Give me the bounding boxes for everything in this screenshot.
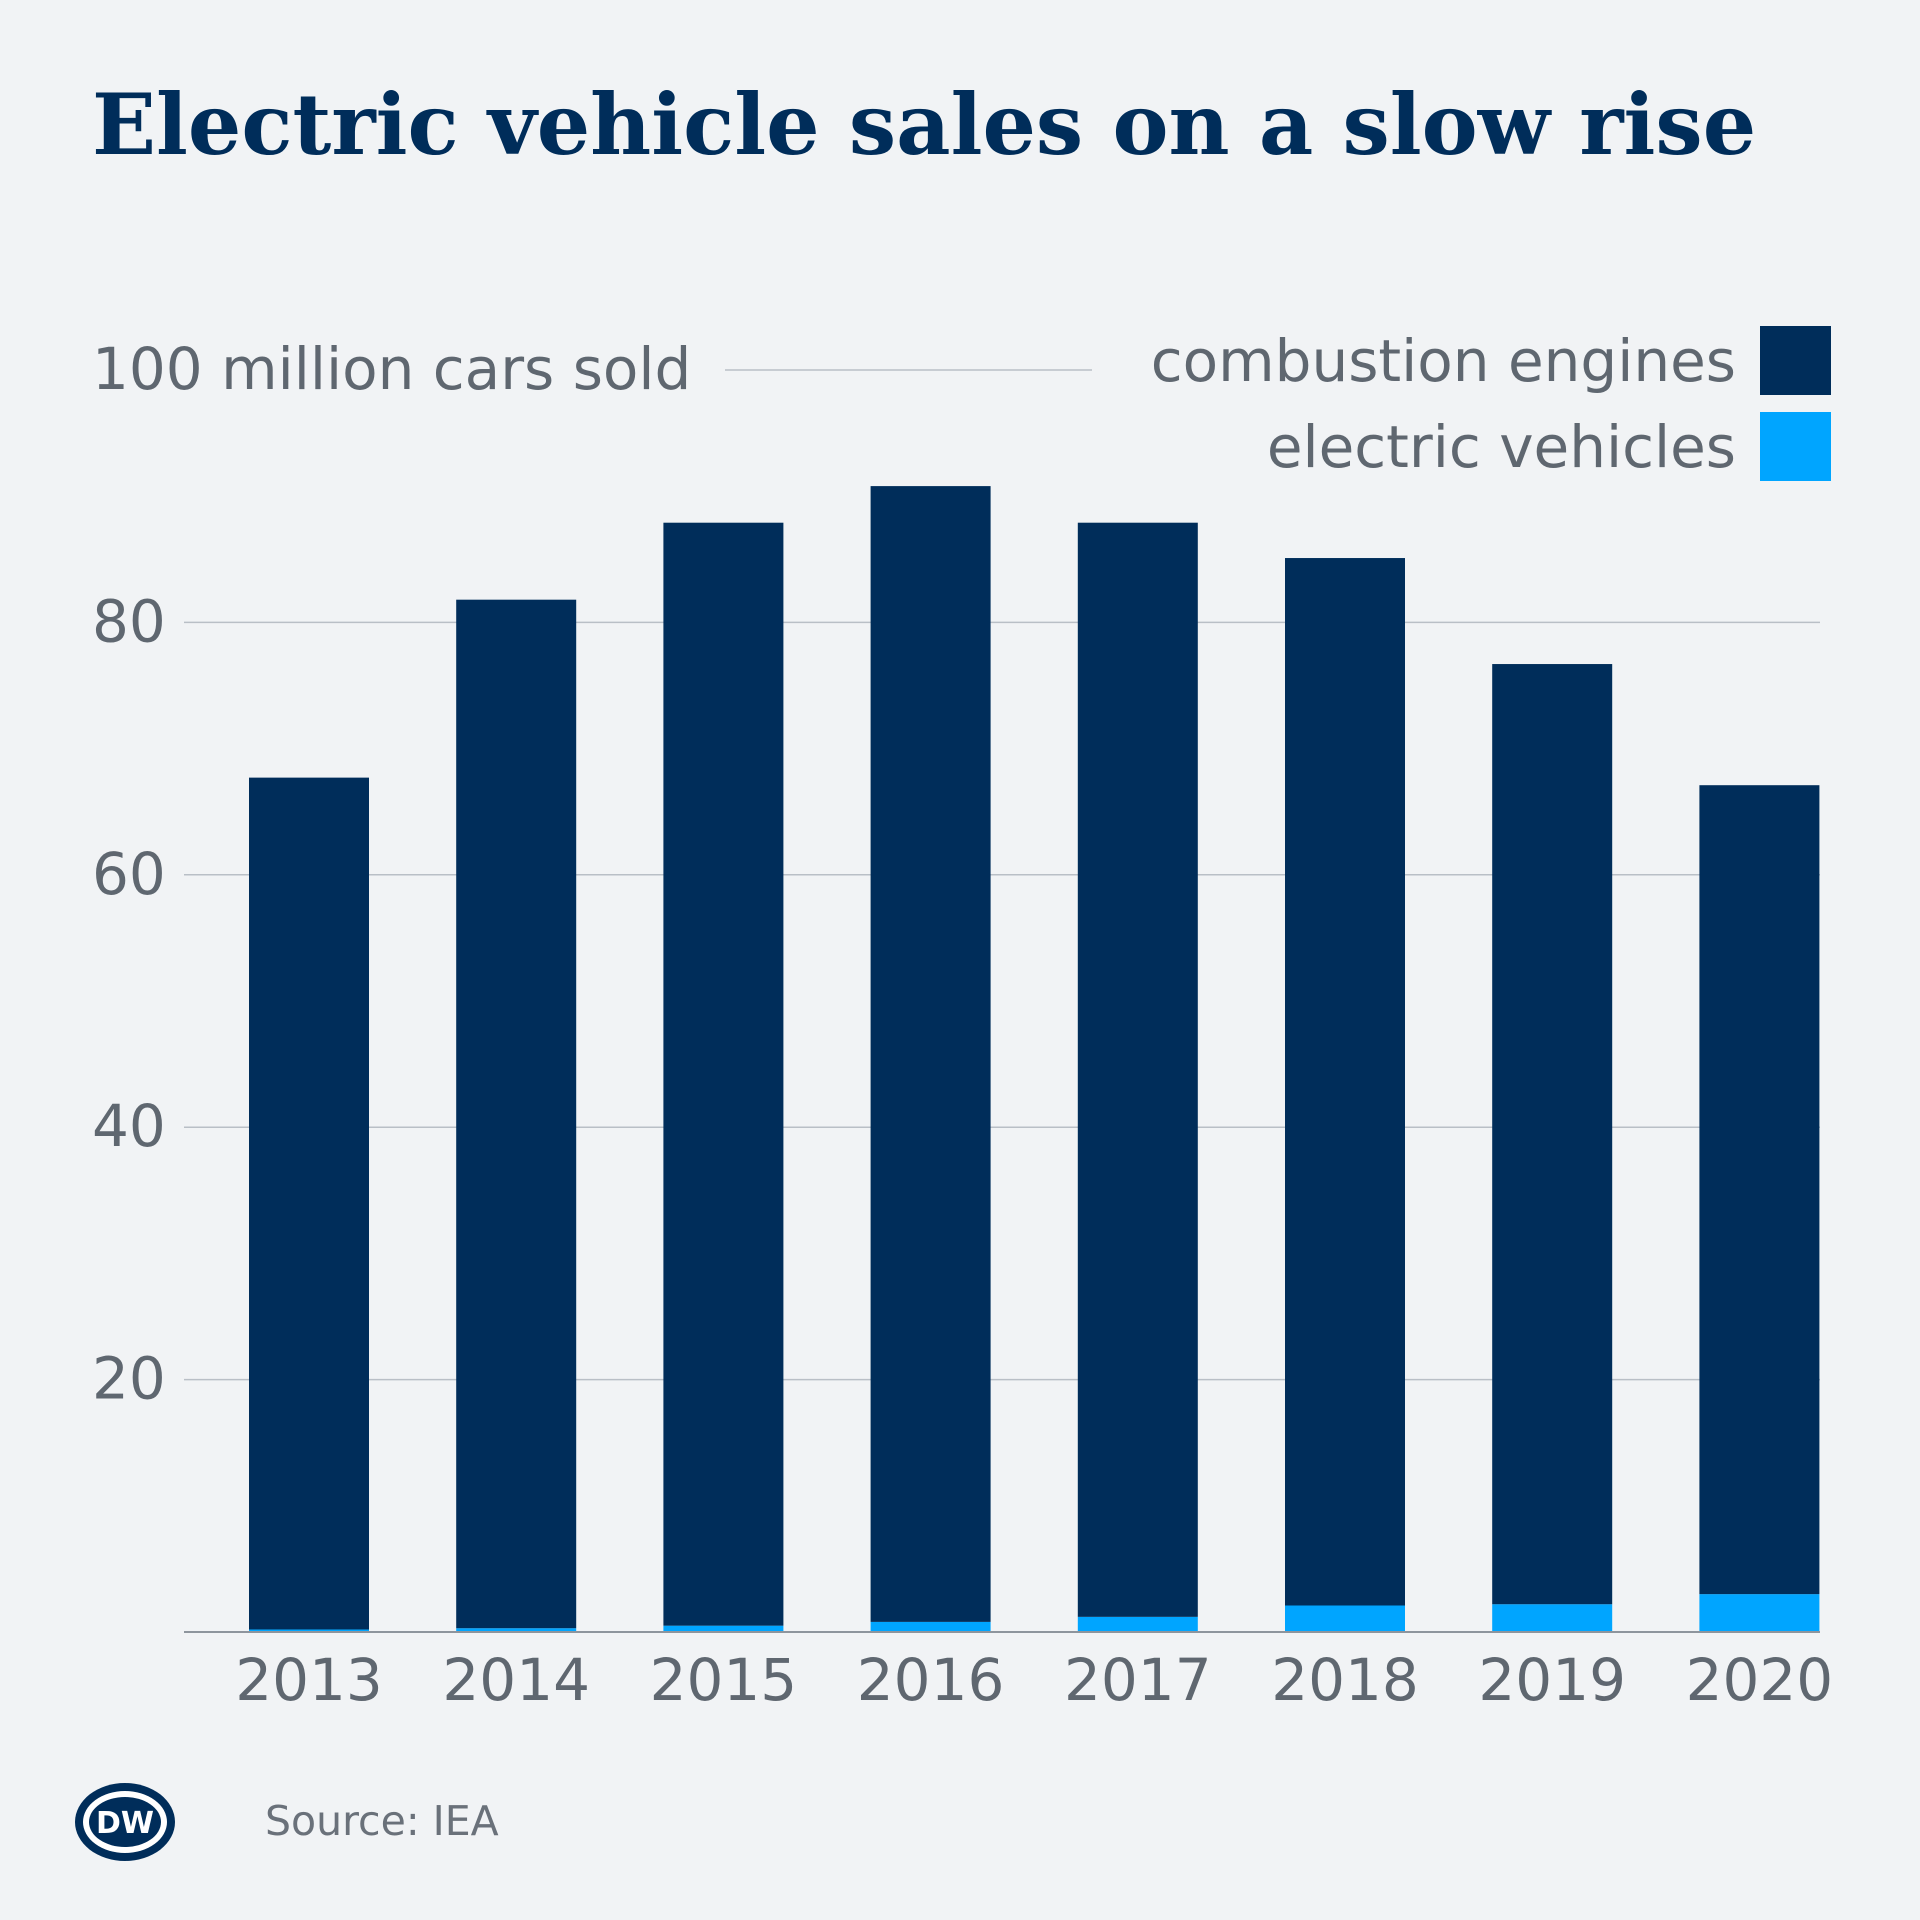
axes: 20 40 60 80 100 million cars sold 2013 2014 201…	[92, 335, 1833, 1714]
bar-combustion-engines	[1285, 558, 1405, 1606]
bars	[249, 486, 1820, 1632]
bar-combustion-engines	[870, 486, 991, 1622]
source-note: Source: IEA	[265, 1797, 499, 1845]
bar-electric-vehicles	[1492, 1604, 1613, 1632]
logo-text: DW	[96, 1806, 154, 1841]
bar-combustion-engines	[663, 522, 784, 1626]
chart-title: Electric vehicle sales on a slow rise	[92, 75, 1757, 174]
dw-logo: DW	[75, 1783, 175, 1861]
bar-combustion-engines	[1077, 522, 1198, 1617]
legend-label: electric vehicles	[1267, 413, 1736, 481]
x-tick-label: 2019	[1478, 1646, 1626, 1714]
x-tick-label: 2017	[1064, 1646, 1212, 1714]
x-tick-label: 2016	[857, 1646, 1005, 1714]
bar-electric-vehicles	[456, 1628, 577, 1632]
x-tick-label: 2020	[1686, 1646, 1834, 1714]
bar-electric-vehicles	[1285, 1605, 1405, 1632]
legend-swatch	[1760, 412, 1831, 481]
x-tick-label: 2014	[442, 1646, 590, 1714]
bar-combustion-engines	[249, 777, 369, 1630]
y-tick-label: 80	[92, 587, 166, 655]
bar-combustion-engines	[1699, 785, 1820, 1595]
y-tick-label: 60	[92, 840, 166, 908]
bar-combustion-engines	[1492, 664, 1613, 1605]
bar-electric-vehicles	[1699, 1594, 1820, 1632]
x-tick-label: 2013	[235, 1646, 383, 1714]
y-tick-label: 100 million cars sold	[92, 335, 691, 403]
legend-swatch	[1760, 326, 1831, 395]
x-tick-label: 2015	[650, 1646, 798, 1714]
bar-electric-vehicles	[249, 1629, 369, 1632]
bar-electric-vehicles	[870, 1621, 991, 1632]
bar-electric-vehicles	[663, 1625, 784, 1632]
legend-label: combustion engines	[1151, 327, 1736, 395]
bar-combustion-engines	[456, 599, 577, 1629]
y-tick-label: 20	[92, 1345, 166, 1413]
legend: combustion engines electric vehicles	[1151, 326, 1831, 481]
bar-electric-vehicles	[1077, 1616, 1198, 1632]
x-tick-label: 2018	[1271, 1646, 1419, 1714]
y-tick-label: 40	[92, 1092, 166, 1160]
